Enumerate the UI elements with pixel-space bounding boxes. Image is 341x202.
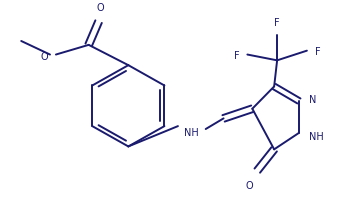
- Text: N: N: [309, 95, 316, 104]
- Text: NH: NH: [184, 127, 199, 137]
- Text: NH: NH: [309, 131, 324, 141]
- Text: F: F: [274, 18, 280, 28]
- Text: O: O: [246, 180, 253, 190]
- Text: F: F: [234, 50, 239, 60]
- Text: O: O: [97, 3, 104, 13]
- Text: F: F: [315, 46, 321, 56]
- Text: O: O: [40, 52, 48, 62]
